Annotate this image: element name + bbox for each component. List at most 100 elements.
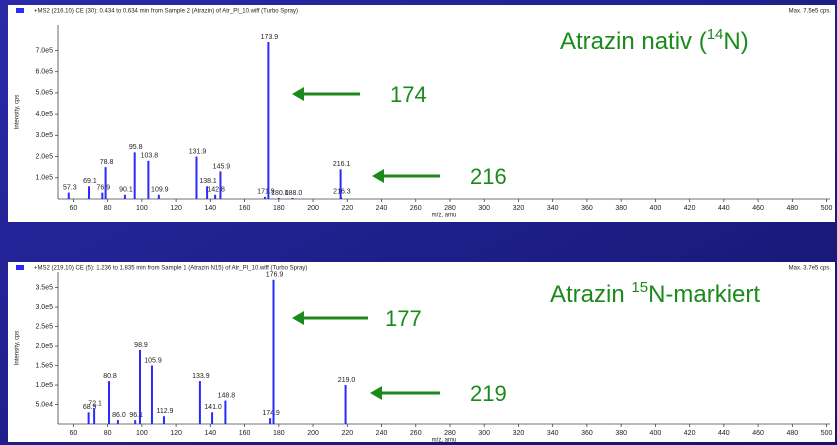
y-tick-label: 4.0e5	[35, 111, 53, 118]
x-tick-label: 180	[273, 430, 285, 437]
peak	[214, 194, 217, 199]
peak	[339, 196, 342, 199]
x-tick-label: 300	[478, 205, 490, 212]
peak	[224, 400, 227, 424]
x-tick-label: 280	[444, 205, 456, 212]
x-tick-label: 100	[136, 205, 148, 212]
peak	[87, 412, 90, 424]
x-tick-label: 500	[821, 205, 833, 212]
x-axis-label: m/z, amu	[432, 438, 457, 444]
y-tick-label: 7.0e5	[35, 47, 53, 54]
superscript: 15	[631, 279, 648, 296]
peak-label: 145.9	[213, 163, 231, 170]
x-tick-label: 460	[752, 430, 764, 437]
x-tick-label: 260	[410, 430, 422, 437]
peak-label: 103.8	[141, 153, 159, 160]
peak-label: 219.0	[338, 377, 356, 384]
peak	[147, 160, 150, 199]
peak	[198, 381, 201, 424]
peak	[116, 420, 119, 424]
peak	[150, 365, 153, 424]
peak-label: 133.9	[192, 373, 210, 380]
peak	[87, 186, 90, 199]
peak-label: 72.1	[88, 400, 102, 407]
y-tick-label: 6.0e5	[35, 69, 53, 76]
peak-label: 90.1	[119, 187, 133, 194]
peak-label: 57.3	[63, 184, 77, 191]
peak-label: 148.8	[218, 392, 236, 399]
x-tick-label: 380	[615, 430, 627, 437]
x-tick-label: 200	[307, 205, 319, 212]
peak	[134, 420, 137, 424]
peak	[93, 408, 96, 424]
peak	[277, 197, 280, 199]
y-axis-label: Intensity, cps	[15, 331, 21, 366]
peak-label: 180.0	[271, 190, 289, 197]
peak	[123, 194, 126, 199]
peak-label: 86.0	[112, 412, 126, 419]
x-tick-label: 80	[104, 205, 112, 212]
annotation-title: Atrazin nativ (14N)	[560, 26, 749, 55]
x-tick-label: 320	[513, 205, 525, 212]
peak	[67, 192, 70, 199]
peak-label: 76.9	[97, 184, 111, 191]
arrow-head	[292, 87, 304, 101]
peak-label: 141.0	[204, 404, 222, 411]
header: +MS2 (219.10) CE (5): 1.236 to 1.835 min…	[34, 266, 307, 272]
peak	[272, 279, 275, 424]
x-tick-label: 160	[239, 205, 251, 212]
peak	[339, 169, 342, 199]
peak-label: 105.9	[144, 357, 162, 364]
peak-label: 112.9	[156, 408, 173, 415]
annotation-title: Atrazin 15N-markiert	[550, 279, 760, 308]
peak	[108, 381, 111, 424]
y-axis-label: Intensity, cps	[15, 95, 21, 130]
peak	[138, 349, 141, 424]
y-tick-label: 5.0e5	[35, 90, 53, 97]
annotation: 174	[390, 82, 427, 107]
y-tick-label: 3.0e5	[35, 304, 53, 311]
panel	[8, 5, 835, 222]
peak-label: 171.9	[257, 189, 275, 196]
title-part: Atrazin	[550, 281, 631, 308]
x-tick-label: 360	[581, 205, 593, 212]
x-tick-label: 220	[341, 205, 353, 212]
x-tick-label: 260	[410, 205, 422, 212]
y-tick-label: 2.0e5	[35, 343, 53, 350]
x-tick-label: 440	[718, 430, 730, 437]
peak-label: 95.8	[129, 144, 143, 151]
peak-label: 131.9	[189, 148, 207, 155]
peak	[211, 412, 214, 424]
x-tick-label: 60	[70, 430, 78, 437]
peak-label: 98.9	[134, 342, 148, 349]
peak	[219, 171, 222, 199]
peak-label: 78.8	[100, 159, 114, 166]
peak-label: 109.9	[151, 187, 169, 194]
title-part: Atrazin nativ (	[560, 28, 707, 55]
x-tick-label: 400	[650, 430, 662, 437]
peak-label: 216.1	[333, 161, 351, 168]
superscript: 14	[707, 26, 724, 43]
header-icon	[16, 265, 24, 270]
x-tick-label: 240	[376, 430, 388, 437]
y-tick-label: 5.0e4	[35, 401, 53, 408]
x-tick-label: 100	[136, 430, 148, 437]
x-tick-label: 440	[718, 205, 730, 212]
x-tick-label: 480	[786, 430, 798, 437]
peak	[206, 186, 209, 199]
x-tick-label: 460	[752, 205, 764, 212]
annotation: 216	[470, 164, 507, 189]
x-tick-label: 140	[205, 205, 217, 212]
max-label: Max. 3.7e5 cps.	[789, 266, 832, 272]
max-label: Max. 7.5e5 cps.	[789, 9, 832, 15]
peak	[104, 167, 107, 199]
x-tick-label: 80	[104, 430, 112, 437]
peak-label: 174.9	[262, 410, 280, 417]
x-tick-label: 160	[239, 430, 251, 437]
x-tick-label: 300	[478, 430, 490, 437]
y-tick-label: 1.0e5	[35, 175, 53, 182]
peak-label: 176.9	[266, 272, 284, 279]
x-tick-label: 320	[513, 430, 525, 437]
peak	[162, 416, 165, 424]
y-tick-label: 3.5e5	[35, 284, 53, 291]
